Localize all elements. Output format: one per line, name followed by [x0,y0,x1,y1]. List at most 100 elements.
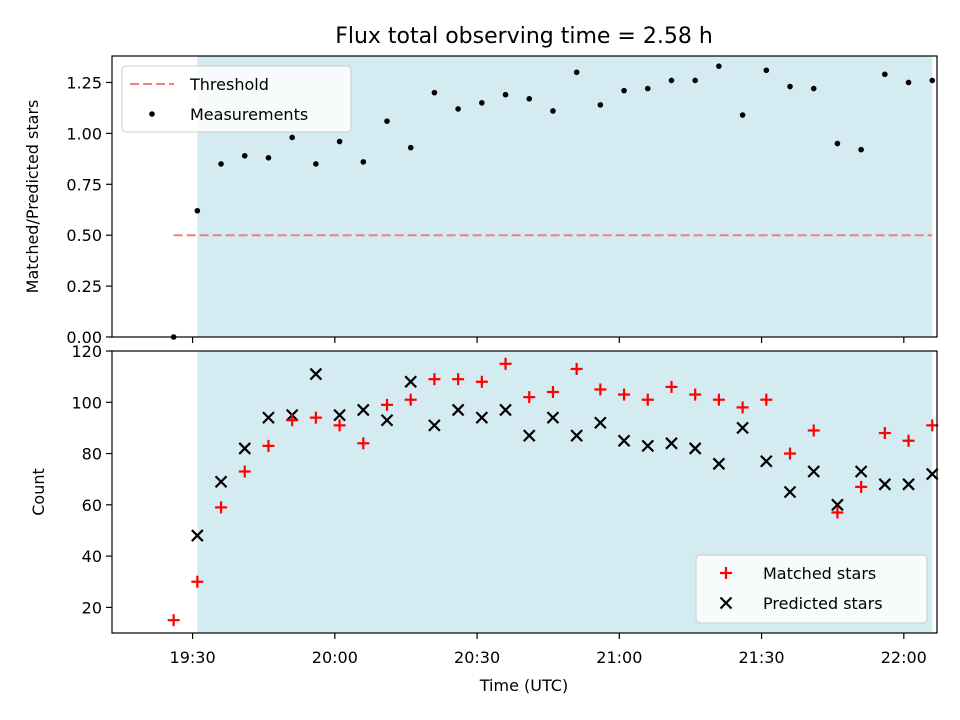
measurement-point [621,87,627,94]
ratio-y-axis-label: Matched/Predicted stars [23,100,42,294]
ratio-y-tick-label: 0.50 [66,226,102,245]
count-y-tick-label: 80 [82,445,102,464]
ratio-y-tick-label: 0.75 [66,175,102,194]
matched-star-marker [428,373,441,386]
x-tick-label: 19:30 [170,648,216,667]
matched-star-marker [902,434,915,447]
matched-star-marker [807,424,820,437]
measurement-point [716,63,722,69]
matched-star-marker [855,480,868,493]
predicted-star-marker [570,429,583,442]
measurement-point [289,134,295,141]
measurement-point [526,95,533,102]
predicted-star-marker [357,403,370,417]
predicted-star-marker [665,437,678,450]
predicted-star-marker [760,454,773,468]
measurement-point [194,207,201,214]
ratio-y-tick-label: 0.25 [66,277,102,296]
measurement-point [479,100,485,106]
count-y-tick-label: 120 [71,342,102,361]
measurement-point [644,85,651,92]
matched-star-marker [262,439,275,452]
matched-star-marker [760,393,773,406]
matched-star-marker [618,388,631,401]
measurements-legend-label: Measurements [190,105,308,124]
predicted-star-marker [404,375,417,389]
matched-star-marker [286,414,299,427]
matched-star-marker [736,401,749,414]
predicted-star-marker [238,442,252,455]
matched-star-marker [499,357,512,370]
measurement-point [810,85,817,92]
measurement-point [763,67,770,74]
predicted-star-marker [499,403,512,417]
measurement-legend-swatch [149,111,155,117]
matched-star-marker [309,411,322,424]
x-tick-label: 21:30 [739,648,785,667]
predicted-star-marker [428,419,441,432]
measurement-point [313,161,319,167]
predicted-star-marker [309,367,323,381]
x-tick-label: 20:30 [454,648,500,667]
predicted-star-marker [831,498,844,512]
matched-star-marker [191,575,204,588]
measurement-point [787,83,793,90]
count-y-tick-label: 20 [82,598,102,617]
measurement-point [692,77,698,84]
matched-legend-label: Matched stars [763,564,876,583]
count-panel-frame [111,350,938,634]
predicted-star-marker [854,465,868,478]
matched-star-marker [570,362,583,375]
count-y-axis-label: Count [29,468,48,516]
predicted-star-marker [807,465,821,478]
matched-star-marker [546,386,559,399]
matched-star-marker [665,380,678,393]
matched-star-marker [404,393,417,406]
matched-star-marker [452,373,465,386]
matched-star-marker [594,383,607,396]
measurement-point [668,77,675,84]
count-y-tick-label: 60 [82,496,102,515]
measurement-point [407,144,414,151]
measurement-point [265,155,272,161]
predicted-legend-label: Predicted stars [763,594,883,613]
matched-legend-swatch [720,567,732,579]
predicted-legend-swatch [719,596,733,610]
measurement-point [431,89,438,96]
predicted-star-marker [688,442,702,455]
predicted-star-marker [878,478,892,491]
measurement-point [573,69,580,76]
predicted-star-marker [902,478,915,491]
matched-star-marker [333,419,346,432]
predicted-star-marker [925,467,939,481]
ratio-panel-frame [111,55,938,338]
count-y-tick-label: 40 [82,547,102,566]
matched-star-marker [357,437,370,450]
matched-star-marker [689,388,702,401]
x-axis-label: Time (UTC) [479,676,568,695]
matched-star-marker [215,501,228,514]
ratio-legend: Threshold Measurements [121,65,352,133]
measurement-point [360,159,367,165]
measurement-point [384,118,390,124]
predicted-star-marker [546,411,560,424]
predicted-star-marker [333,408,346,422]
matched-star-marker [238,465,251,478]
predicted-star-marker [522,429,536,442]
x-tick-label: 22:00 [881,648,927,667]
count-panel: 20 40 60 80 100 120 19:30 20:00 20:30 21:00 21:30… [29,342,939,667]
predicted-star-marker [214,475,228,489]
ratio-panel: 0.00 0.25 0.50 0.75 1.00 1.25 Matched/Predict… [23,55,938,347]
x-tick-label: 20:00 [312,648,358,667]
predicted-star-marker [451,403,465,417]
predicted-star-marker [712,457,726,471]
ratio-y-tick-label: 1.00 [66,124,102,143]
count-legend-box [695,554,928,624]
predicted-star-marker [191,529,204,542]
matched-star-marker [878,427,891,440]
predicted-star-marker [641,439,655,453]
ratio-legend-box [121,65,352,133]
matched-star-marker [641,393,654,406]
measurement-point [550,108,556,114]
matched-star-marker [831,506,844,519]
